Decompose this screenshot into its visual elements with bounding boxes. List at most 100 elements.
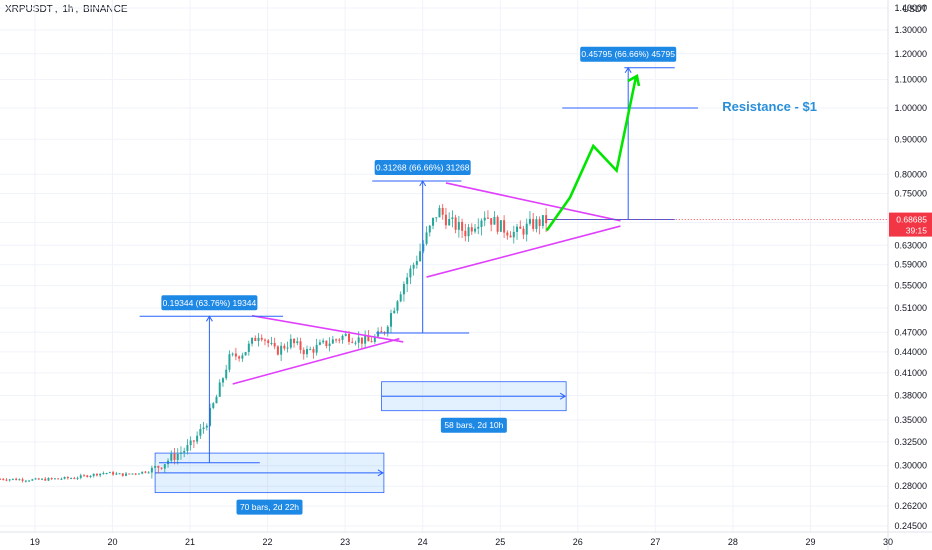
candle-body — [402, 284, 405, 295]
candle-body — [57, 478, 60, 480]
y-tick-label: 0.55000 — [894, 281, 927, 291]
candle-body — [457, 222, 460, 230]
y-tick-label: 1.00000 — [894, 103, 927, 113]
candle-body — [41, 478, 44, 480]
candle-body — [386, 326, 389, 334]
candle-body — [8, 479, 11, 481]
candle-body — [263, 339, 266, 341]
candle-body — [28, 480, 31, 482]
arrow-head — [419, 180, 427, 187]
candle-body — [360, 337, 363, 344]
candle-body — [196, 435, 199, 442]
y-tick-label: 1.10000 — [894, 75, 927, 85]
interval-label: 1h — [62, 4, 74, 15]
y-tick-label: 1.30000 — [894, 25, 927, 35]
candle-body — [147, 472, 150, 474]
drawings — [139, 66, 888, 464]
arrow-head — [624, 66, 632, 73]
y-tick-label: 0.75000 — [894, 188, 927, 198]
candle-body — [538, 219, 541, 226]
candle-body — [541, 215, 544, 226]
candle-body — [412, 264, 415, 269]
candle-body — [128, 473, 131, 475]
candle-body — [419, 251, 422, 262]
candle-body — [477, 226, 480, 229]
candle-body — [170, 453, 173, 461]
candle-body — [357, 337, 360, 343]
candle-body — [112, 472, 115, 475]
arrow-head — [205, 315, 213, 322]
y-tick-label: 0.32500 — [894, 437, 927, 447]
candle-body — [512, 231, 515, 238]
candle-body — [231, 353, 234, 355]
candle-body — [218, 382, 221, 397]
candle-body — [92, 473, 95, 476]
y-tick-label: 1.20000 — [894, 49, 927, 59]
candle-body — [247, 343, 250, 353]
candle-body — [322, 340, 325, 343]
candle-body — [299, 341, 302, 350]
candles — [0, 204, 548, 483]
x-tick-label: 19 — [30, 537, 40, 547]
candle-body — [470, 227, 473, 232]
candle-body — [305, 349, 308, 355]
candle-body — [315, 344, 318, 353]
candle-body — [0, 478, 1, 480]
candle-body — [24, 480, 27, 482]
candle-body — [480, 220, 483, 227]
candle-body — [173, 453, 176, 460]
measure-label-box — [161, 295, 258, 311]
candle-body — [209, 407, 212, 426]
x-tick-label: 29 — [805, 537, 815, 547]
chart-title: XRPUSDT, 1h, BINANCE — [5, 4, 130, 15]
projection-arrow-head — [627, 73, 641, 87]
arrow-head — [377, 469, 384, 477]
date-ranges — [154, 381, 567, 494]
candle-body — [318, 342, 321, 345]
candle-body — [325, 340, 328, 347]
candle-body — [186, 445, 189, 451]
candle-body — [486, 217, 489, 219]
measure-label-box — [374, 160, 471, 176]
candle-body — [189, 440, 192, 446]
candle-body — [63, 477, 66, 479]
candle-body — [390, 313, 393, 327]
candle-body — [516, 226, 519, 232]
candle-body — [409, 268, 412, 278]
candle-body — [44, 478, 47, 481]
measure-label-box — [580, 46, 677, 62]
candle-body — [432, 217, 435, 226]
symbol-label: XRPUSDT — [5, 4, 53, 15]
candle-body — [525, 223, 528, 235]
y-tick-label: 0.35000 — [894, 415, 927, 425]
currency-label: USDT — [903, 4, 928, 14]
candle-body — [176, 454, 179, 460]
candle-body — [415, 261, 418, 265]
candle-body — [270, 342, 273, 344]
candle-body — [331, 339, 334, 344]
candle-body — [2, 478, 5, 480]
current-price-label: 0.68685 — [896, 215, 927, 225]
candle-body — [351, 341, 354, 343]
candle-body — [286, 347, 289, 349]
candle-body — [137, 473, 140, 475]
candle-body — [34, 478, 37, 480]
candle-body — [276, 346, 279, 355]
resistance-label: Resistance - $1 — [722, 99, 817, 114]
x-tick-label: 24 — [418, 537, 428, 547]
y-tick-label: 0.26200 — [894, 501, 927, 511]
candle-body — [53, 478, 56, 480]
candle-body — [377, 331, 380, 337]
triangle-trendline — [251, 314, 404, 343]
candle-body — [289, 338, 292, 348]
candle-body — [283, 345, 286, 349]
candle-body — [367, 335, 370, 342]
candle-body — [86, 475, 89, 477]
candle-body — [328, 343, 331, 347]
y-tick-label: 0.44000 — [894, 347, 927, 357]
candle-body — [199, 429, 202, 436]
candle-body — [435, 217, 438, 219]
candle-body — [448, 218, 451, 226]
